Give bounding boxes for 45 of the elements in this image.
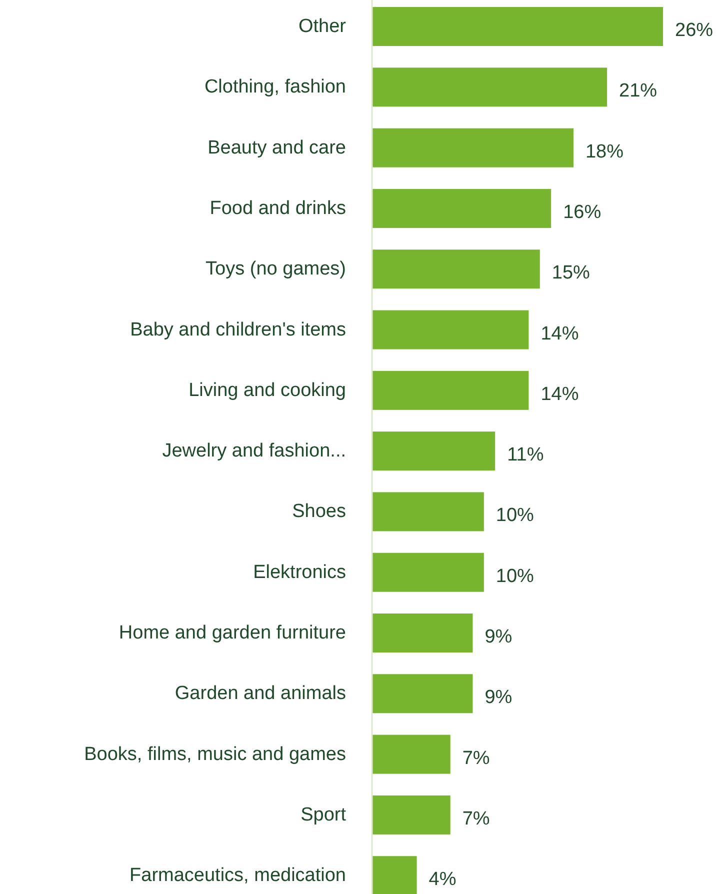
data-label: 10% <box>496 566 534 587</box>
bar <box>372 674 473 714</box>
y-tick-label: Beauty and care <box>208 137 346 158</box>
y-tick-label: Home and garden furniture <box>118 622 346 644</box>
y-tick-label: Toys (no games) <box>206 258 346 280</box>
bar <box>372 68 608 107</box>
bar <box>372 614 473 652</box>
data-label: 18% <box>585 141 624 162</box>
data-label: 7% <box>462 808 490 830</box>
y-tick-label: Clothing, fashion <box>204 76 346 98</box>
bar <box>372 795 450 834</box>
y-tick-label: Elektronics <box>253 562 346 583</box>
bar <box>372 188 552 228</box>
bar <box>372 128 574 168</box>
y-tick-label: Books, films, music and games <box>84 744 346 765</box>
bar <box>372 7 663 46</box>
y-tick-label: Food and drinks <box>210 198 346 219</box>
data-label: 26% <box>675 20 714 41</box>
y-tick-label: Jewelry and fashion... <box>162 440 346 462</box>
bar <box>372 492 484 532</box>
bar <box>372 310 529 350</box>
y-tick-label: Baby and children's items <box>130 319 346 340</box>
bar <box>372 552 484 592</box>
data-label: 9% <box>484 626 512 648</box>
data-label: 16% <box>563 202 602 223</box>
data-label: 7% <box>462 748 490 769</box>
y-tick-label: Other <box>298 16 347 37</box>
bar <box>372 432 496 471</box>
y-tick-label: Living and cooking <box>188 380 346 401</box>
bar <box>372 250 540 289</box>
data-label: 9% <box>484 687 512 708</box>
data-label: 10% <box>496 505 534 526</box>
data-label: 14% <box>540 323 579 344</box>
data-label: 14% <box>540 384 579 405</box>
data-label: 15% <box>552 262 590 284</box>
y-tick-label: Farmaceutics, medication <box>130 865 346 886</box>
data-label: 4% <box>428 869 456 890</box>
bar <box>372 370 529 410</box>
y-tick-label: Sport <box>300 804 347 826</box>
y-tick-label: Garden and animals <box>174 683 346 704</box>
data-label: 11% <box>507 444 544 466</box>
bar <box>372 734 450 774</box>
data-label: 21% <box>619 80 658 102</box>
y-tick-label: Shoes <box>292 501 346 522</box>
bar <box>372 856 417 894</box>
